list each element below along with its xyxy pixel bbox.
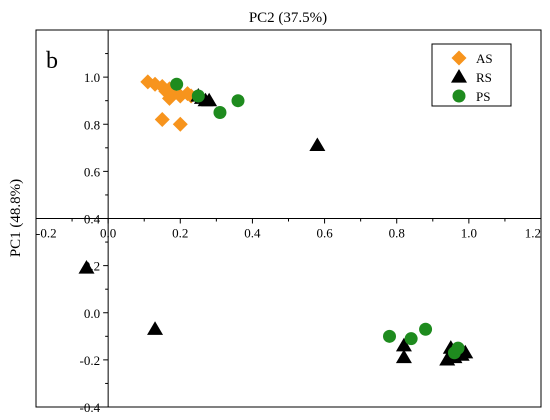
x-tick-label: 0.0 — [100, 226, 116, 241]
rs-point — [147, 321, 164, 335]
y-tick-label: 0.6 — [84, 164, 101, 179]
data-points — [78, 74, 474, 366]
y-tick-label: 0.0 — [84, 306, 100, 321]
series-ps — [170, 77, 465, 360]
rs-point — [309, 137, 326, 152]
legend-label-as: AS — [476, 51, 493, 66]
axes: -0.2 0.0 0.2 0.4 0.6 0.8 1.0 1.2-0.4-0.20.00.20… — [35, 30, 542, 415]
y-tick-label: 0.8 — [84, 117, 100, 132]
legend-box — [431, 43, 512, 107]
ps-point — [231, 94, 245, 108]
y-axis-title: PC1 (48.8%) — [8, 179, 24, 257]
x-tick-label: 1.0 — [461, 226, 477, 241]
y-tick-label: -0.2 — [80, 353, 101, 368]
as-point — [161, 90, 177, 106]
ps-point — [419, 322, 433, 336]
x-tick-label: -0.2 — [36, 226, 57, 241]
legend-marker-ps — [452, 89, 466, 103]
x-tick-label: 1.2 — [525, 226, 541, 241]
legend-label-ps: PS — [476, 89, 490, 104]
legend: AS RS PS — [431, 43, 512, 107]
x-tick-label: 0.4 — [244, 226, 261, 241]
x-axis-title: PC2 (37.5%) — [249, 10, 327, 26]
series-rs — [78, 87, 474, 366]
panel-label: b — [46, 48, 58, 74]
y-tick-label: 0.4 — [84, 212, 101, 227]
rs-point — [395, 349, 412, 364]
ps-point — [383, 329, 396, 343]
rs-point — [201, 92, 218, 107]
ps-point — [191, 89, 205, 103]
series-as — [140, 74, 199, 132]
legend-marker-as — [451, 50, 467, 66]
as-point — [154, 112, 170, 128]
rs-point — [457, 344, 474, 359]
x-tick-label: 0.8 — [389, 226, 405, 241]
ps-point — [404, 332, 418, 346]
x-tick-label: 0.6 — [316, 226, 333, 241]
ps-point — [451, 341, 465, 355]
y-tick-label: 1.0 — [84, 70, 100, 85]
x-tick-label: 0.2 — [172, 226, 188, 241]
rs-point — [78, 259, 95, 274]
legend-marker-rs — [451, 69, 467, 83]
y-tick-label: -0.4 — [80, 400, 101, 415]
ps-point — [170, 77, 184, 91]
rs-point — [395, 337, 412, 352]
ps-point — [213, 105, 227, 119]
as-point — [172, 116, 188, 132]
legend-label-rs: RS — [476, 70, 492, 85]
